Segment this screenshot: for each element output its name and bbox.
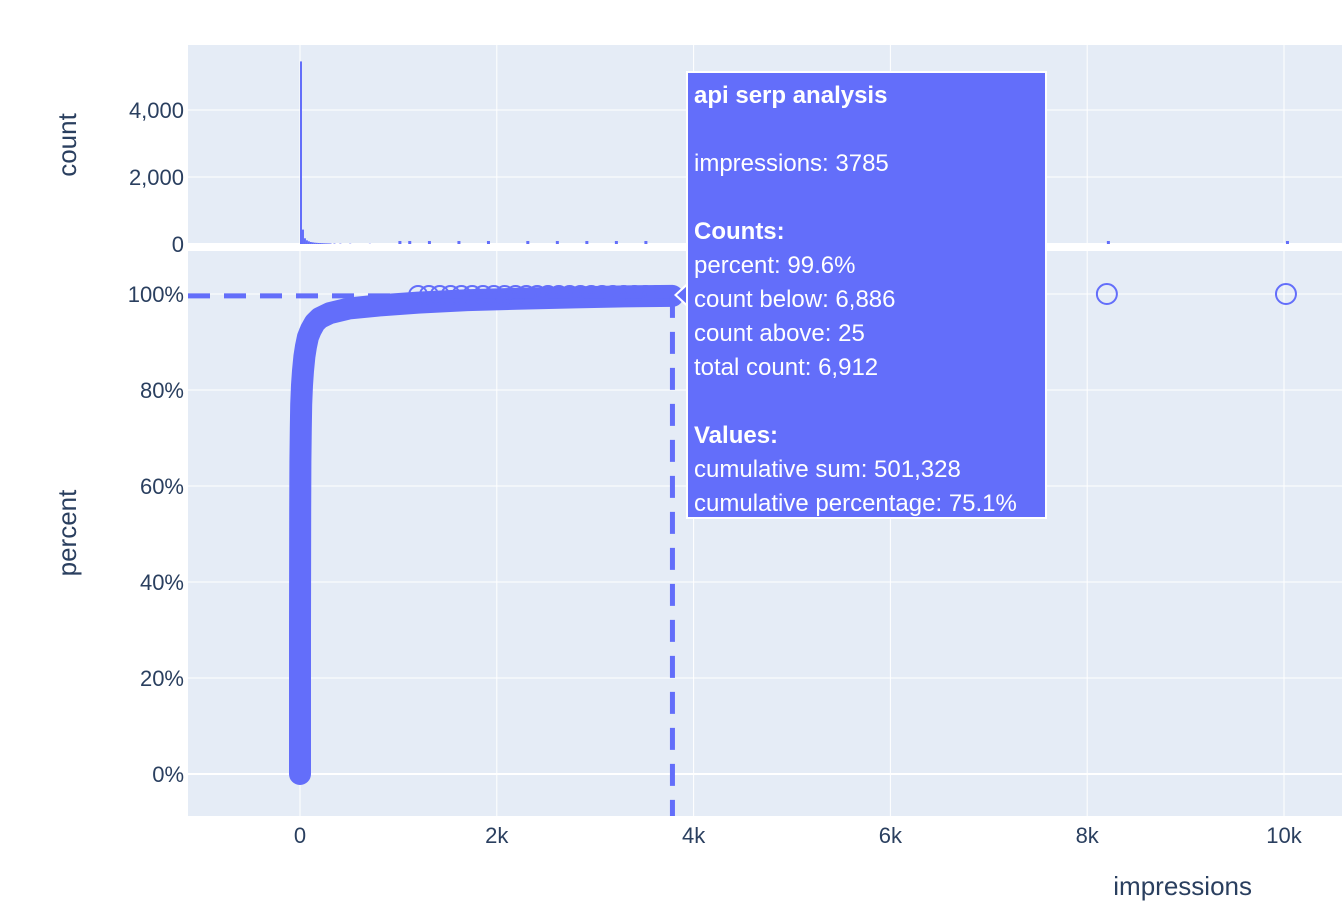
cumulative-y-axis-title: percent (52, 489, 82, 576)
hover-tooltip: api serp analysis impressions: 3785 Coun… (686, 71, 1047, 519)
histogram-bar (321, 243, 324, 244)
hover-title: api serp analysis (694, 82, 888, 109)
cumulative-line (289, 284, 684, 785)
hover-impressions: impressions: 3785 (694, 150, 889, 177)
histogram-bar (408, 241, 412, 244)
x-tick-label: 0 (294, 823, 306, 848)
x-tick-label: 8k (1076, 823, 1100, 848)
histogram-bar (307, 241, 310, 244)
histogram-y-axis-title: count (52, 112, 82, 176)
histogram-bar (313, 242, 316, 244)
histogram-bar (1106, 241, 1110, 244)
cumulative-curve (289, 283, 1297, 785)
hover-pointer-fill (677, 286, 687, 304)
cumulative-y-tick-label: 80% (140, 378, 184, 403)
hover-crosshair (188, 293, 675, 816)
histogram-bar (329, 243, 332, 244)
hover-cumulative-percentage: cumulative percentage: 75.1% (694, 490, 1017, 517)
histogram-bars (300, 61, 1289, 244)
histogram-bar (311, 242, 314, 244)
histogram-bar (644, 241, 648, 244)
histogram-bar (323, 243, 326, 244)
histogram-bar (327, 243, 330, 244)
histogram-bar (319, 243, 322, 244)
histogram-bar (309, 241, 312, 244)
histogram-y-tick-label: 4,000 (129, 98, 184, 123)
histogram-bar (526, 241, 530, 244)
x-axis-title: impressions (1113, 871, 1252, 901)
outlier-point (1095, 283, 1118, 305)
histogram-bar (301, 229, 304, 244)
histogram-bar (427, 241, 431, 244)
hover-total-count: total count: 6,912 (694, 354, 879, 381)
hover-percent: percent: 99.6% (694, 252, 856, 279)
histogram-bar (325, 243, 328, 244)
x-tick-label: 10k (1266, 823, 1302, 848)
histogram-bar (398, 241, 402, 244)
hover-count-above: count above: 25 (694, 320, 865, 347)
histogram-bar (486, 241, 490, 244)
outlier-point (1274, 283, 1297, 305)
histogram-bar (585, 241, 589, 244)
hover-counts-header: Counts: (694, 218, 785, 245)
histogram-bar (457, 241, 461, 244)
cumulative-y-tick-label: 20% (140, 666, 184, 691)
histogram-y-tick-label: 0 (172, 232, 184, 257)
histogram-bar (555, 241, 559, 244)
histogram-bar (300, 61, 302, 244)
histogram-y-tick-label: 2,000 (129, 165, 184, 190)
tick-labels: 0 2k 4k 6k 8k 10k 0 2,000 4,000 0% 20% 40% 60% 80% 100… (128, 98, 1303, 848)
hover-count-below: count below: 6,886 (694, 286, 896, 313)
x-tick-label: 4k (682, 823, 706, 848)
histogram-bar (315, 242, 318, 244)
cumulative-y-tick-label: 0% (152, 762, 184, 787)
histogram-bar (305, 240, 308, 244)
x-tick-label: 6k (879, 823, 903, 848)
hover-values-header: Values: (694, 422, 779, 449)
cumulative-y-tick-label: 100% (128, 282, 184, 307)
histogram-bar (303, 238, 306, 244)
cumulative-y-tick-label: 60% (140, 474, 184, 499)
x-tick-label: 2k (485, 823, 509, 848)
histogram-bar (614, 241, 618, 244)
hover-cumulative-sum: cumulative sum: 501,328 (694, 456, 961, 483)
histogram-bar (1285, 241, 1289, 244)
histogram-bar (317, 242, 320, 244)
cumulative-y-tick-label: 40% (140, 570, 184, 595)
